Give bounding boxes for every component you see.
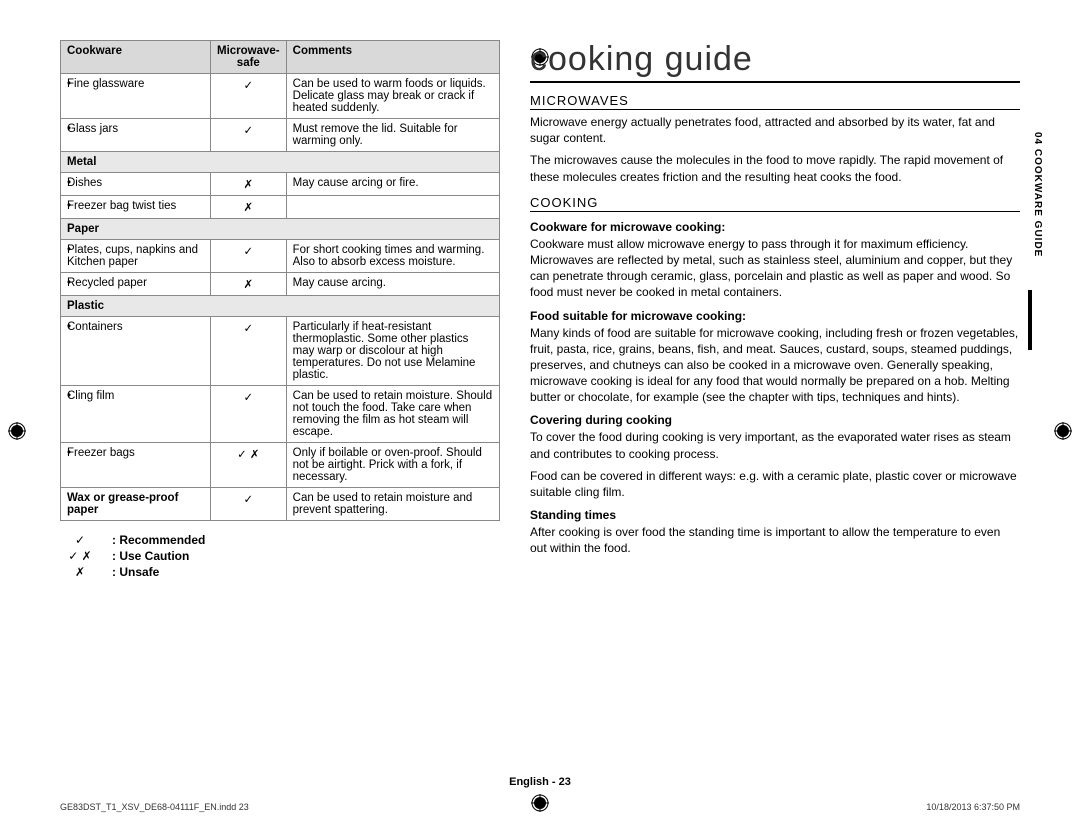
page-content: Cookware Microwave-safe Comments Fine gl…: [60, 40, 1020, 581]
cookware-cell: Freezer bag twist ties: [61, 196, 211, 219]
registration-mark-right: [1054, 422, 1072, 440]
side-tab-text: 04 COOKWARE GUIDE: [1032, 132, 1043, 257]
th-comments: Comments: [286, 41, 499, 74]
subheading: Standing times: [530, 508, 1020, 522]
cookware-cell: Cling film: [61, 386, 211, 443]
subheading: Food suitable for microwave cooking:: [530, 309, 1020, 323]
right-column: cooking guide MICROWAVES Microwave energ…: [530, 40, 1020, 581]
comment-cell: May cause arcing or fire.: [286, 173, 499, 196]
legend-label: : Recommended: [112, 533, 205, 547]
paragraph: The microwaves cause the molecules in th…: [530, 152, 1020, 184]
table-row: Wax or grease-proof paper✓Can be used to…: [61, 488, 500, 521]
safe-cell: ✓: [211, 317, 287, 386]
cookware-cell: Recycled paper: [61, 273, 211, 296]
comment-cell: [286, 196, 499, 219]
cookware-cell: Containers: [61, 317, 211, 386]
category-cell: Paper: [61, 219, 500, 240]
table-row: Metal: [61, 152, 500, 173]
registration-mark-left: [8, 422, 26, 440]
left-column: Cookware Microwave-safe Comments Fine gl…: [60, 40, 500, 581]
category-cell: Plastic: [61, 296, 500, 317]
table-header-row: Cookware Microwave-safe Comments: [61, 41, 500, 74]
table-row: Dishes✗May cause arcing or fire.: [61, 173, 500, 196]
paragraph: Many kinds of food are suitable for micr…: [530, 325, 1020, 406]
legend: ✓ : Recommended ✓ ✗ : Use Caution ✗ : Unsafe: [60, 533, 500, 579]
th-cookware: Cookware: [61, 41, 211, 74]
safe-cell: ✗: [211, 273, 287, 296]
footer-page-number: English - 23: [509, 776, 571, 788]
cookware-table: Cookware Microwave-safe Comments Fine gl…: [60, 40, 500, 521]
legend-row: ✓ : Recommended: [60, 533, 500, 547]
cookware-cell: Freezer bags: [61, 443, 211, 488]
safe-cell: ✗: [211, 173, 287, 196]
comment-cell: Particularly if heat-resistant thermopla…: [286, 317, 499, 386]
section-cooking-heading: COOKING: [530, 195, 1020, 212]
footer-timestamp: 10/18/2013 6:37:50 PM: [926, 802, 1020, 812]
paragraph: Food can be covered in different ways: e…: [530, 468, 1020, 500]
comment-cell: Can be used to retain moisture and preve…: [286, 488, 499, 521]
comment-cell: May cause arcing.: [286, 273, 499, 296]
paragraph: Cookware must allow microwave energy to …: [530, 236, 1020, 301]
subheading: Covering during cooking: [530, 413, 1020, 427]
legend-symbol: ✓: [60, 533, 100, 547]
paragraph: Microwave energy actually penetrates foo…: [530, 114, 1020, 146]
table-row: Recycled paper✗May cause arcing.: [61, 273, 500, 296]
safe-cell: ✗: [211, 196, 287, 219]
safe-cell: ✓: [211, 386, 287, 443]
table-row: Fine glassware✓Can be used to warm foods…: [61, 74, 500, 119]
table-row: Containers✓Particularly if heat-resistan…: [61, 317, 500, 386]
cookware-cell: Plates, cups, napkins and Kitchen paper: [61, 240, 211, 273]
legend-symbol: ✓ ✗: [60, 549, 100, 563]
safe-cell: ✓: [211, 240, 287, 273]
safe-cell: ✓: [211, 119, 287, 152]
paragraph: To cover the food during cooking is very…: [530, 429, 1020, 461]
table-row: Freezer bags✓ ✗Only if boilable or oven-…: [61, 443, 500, 488]
section-microwaves-heading: MICROWAVES: [530, 93, 1020, 110]
side-tab-marker: [1028, 290, 1032, 350]
comment-cell: Only if boilable or oven-proof. Should n…: [286, 443, 499, 488]
legend-row: ✓ ✗ : Use Caution: [60, 549, 500, 563]
subheading: Cookware for microwave cooking:: [530, 220, 1020, 234]
comment-cell: Can be used to warm foods or liquids. De…: [286, 74, 499, 119]
cookware-cell: Glass jars: [61, 119, 211, 152]
table-row: Plates, cups, napkins and Kitchen paper✓…: [61, 240, 500, 273]
table-row: Glass jars✓Must remove the lid. Suitable…: [61, 119, 500, 152]
th-safe: Microwave-safe: [211, 41, 287, 74]
table-row: Cling film✓Can be used to retain moistur…: [61, 386, 500, 443]
registration-mark-bottom: [531, 794, 549, 812]
page-title: cooking guide: [530, 40, 1020, 83]
legend-row: ✗ : Unsafe: [60, 565, 500, 579]
cookware-cell: Wax or grease-proof paper: [61, 488, 211, 521]
safe-cell: ✓: [211, 74, 287, 119]
legend-label: : Use Caution: [112, 549, 189, 563]
cookware-cell: Dishes: [61, 173, 211, 196]
comment-cell: Can be used to retain moisture. Should n…: [286, 386, 499, 443]
safe-cell: ✓ ✗: [211, 443, 287, 488]
footer-filename: GE83DST_T1_XSV_DE68-04111F_EN.indd 23: [60, 802, 249, 812]
paragraph: After cooking is over food the standing …: [530, 524, 1020, 556]
table-row: Plastic: [61, 296, 500, 317]
table-row: Freezer bag twist ties✗: [61, 196, 500, 219]
side-tab: 04 COOKWARE GUIDE: [1032, 132, 1056, 342]
cookware-cell: Fine glassware: [61, 74, 211, 119]
comment-cell: For short cooking times and warming. Als…: [286, 240, 499, 273]
table-row: Paper: [61, 219, 500, 240]
legend-symbol: ✗: [60, 565, 100, 579]
safe-cell: ✓: [211, 488, 287, 521]
legend-label: : Unsafe: [112, 565, 159, 579]
comment-cell: Must remove the lid. Suitable for warmin…: [286, 119, 499, 152]
category-cell: Metal: [61, 152, 500, 173]
